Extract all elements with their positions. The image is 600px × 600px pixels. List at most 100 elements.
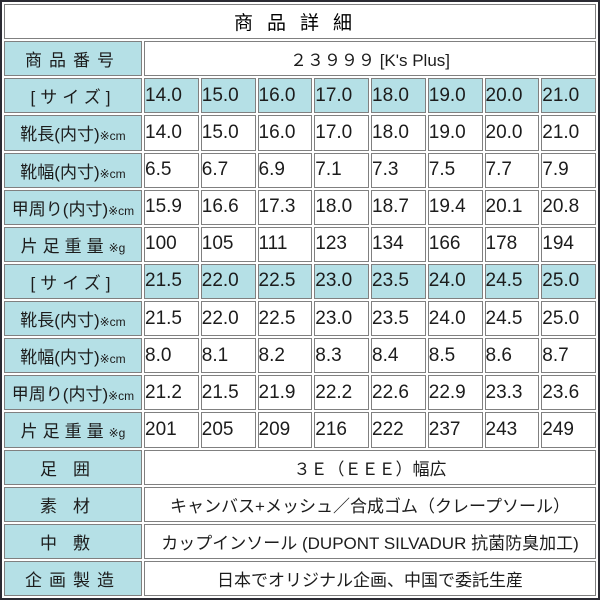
spec-value-cell: 8.0 — [144, 338, 199, 374]
spec-value-cell: 23.3 — [484, 375, 540, 411]
spec-value-cell: 16.0 — [257, 115, 313, 151]
product-number-label: 商品番号 — [4, 41, 142, 77]
spec-value-cell: 21.5 — [200, 375, 256, 411]
spec-value-cell: 23.5 — [371, 301, 426, 337]
size-cell: 24.0 — [427, 263, 483, 299]
spec-value-cell: 21.0 — [541, 115, 596, 151]
spec-value-cell: 111 — [257, 226, 313, 262]
spec-value-cell: 123 — [314, 226, 369, 262]
spec-value-cell: 100 — [144, 226, 199, 262]
spec-value-cell: 25.0 — [541, 301, 596, 337]
spec-value-cell: 7.9 — [541, 152, 596, 188]
info-value: 日本でオリジナル企画、中国で委託生産 — [144, 560, 596, 596]
spec-label: 靴幅(内寸) — [20, 348, 100, 368]
size-cell: 21.0 — [541, 78, 596, 114]
spec-value-cell: 134 — [371, 226, 426, 262]
spec-value-cell: 20.0 — [484, 115, 540, 151]
spec-value-cell: 18.0 — [314, 189, 369, 225]
spec-value-cell: 249 — [541, 412, 596, 448]
spec-value-cell: 7.5 — [427, 152, 483, 188]
size-cell: 21.5 — [144, 263, 199, 299]
info-label: 素材 — [4, 486, 142, 522]
spec-value-cell: 23.6 — [541, 375, 596, 411]
spec-unit: ※cm — [108, 389, 135, 404]
spec-label: 甲周り(内寸) — [11, 385, 109, 405]
spec-value-cell: 8.5 — [427, 338, 483, 374]
size-cell: 23.5 — [371, 263, 426, 299]
info-label: 企画製造 — [4, 560, 142, 596]
spec-value-cell: 22.0 — [200, 301, 256, 337]
spec-value-cell: 17.3 — [257, 189, 313, 225]
spec-value-cell: 19.4 — [427, 189, 483, 225]
spec-unit: ※g — [108, 426, 126, 441]
spec-value-cell: 105 — [200, 226, 256, 262]
size-cell: 15.0 — [200, 78, 256, 114]
spec-value-cell: 21.2 — [144, 375, 199, 411]
info-row-material: 素材 キャンバス+メッシュ／合成ゴム（クレープソール） — [4, 486, 596, 522]
spec-unit: ※cm — [108, 203, 135, 218]
spec-value-cell: 22.2 — [314, 375, 369, 411]
spec-label-cell: 甲周り(内寸)※cm — [4, 375, 142, 411]
spec-unit: ※cm — [99, 352, 126, 367]
spec-value-cell: 8.2 — [257, 338, 313, 374]
spec-unit: ※g — [108, 240, 126, 255]
info-row-foot-girth: 足囲 ３Ｅ（ＥＥＥ）幅広 — [4, 449, 596, 485]
spec-label-cell: 甲周り(内寸)※cm — [4, 189, 142, 225]
spec-value-cell: 8.4 — [371, 338, 426, 374]
size-cell: 24.5 — [484, 263, 540, 299]
spec-value-cell: 205 — [200, 412, 256, 448]
spec-value-cell: 8.1 — [200, 338, 256, 374]
spec-value-cell: 18.7 — [371, 189, 426, 225]
spec-value-cell: 8.7 — [541, 338, 596, 374]
spec-value-cell: 24.0 — [427, 301, 483, 337]
size-cell: 16.0 — [257, 78, 313, 114]
spec-row-instep-girth: 甲周り(内寸)※cm 21.2 21.5 21.9 22.2 22.6 22.9… — [4, 375, 596, 411]
info-row-insole: 中敷 カップインソール (DUPONT SILVADUR 抗菌防臭加工) — [4, 523, 596, 559]
size-cell: 20.0 — [484, 78, 540, 114]
table-title: 商品詳細 — [4, 4, 596, 40]
spec-label-cell: 片足重量※g — [4, 226, 142, 262]
spec-value-cell: 15.9 — [144, 189, 199, 225]
spec-row-shoe-length: 靴長(内寸)※cm 21.5 22.0 22.5 23.0 23.5 24.0 … — [4, 301, 596, 337]
spec-value-cell: 7.1 — [314, 152, 369, 188]
spec-label-cell: 靴長(内寸)※cm — [4, 115, 142, 151]
size-cell: 17.0 — [314, 78, 369, 114]
info-value: キャンバス+メッシュ／合成ゴム（クレープソール） — [144, 486, 596, 522]
spec-value-cell: 22.9 — [427, 375, 483, 411]
spec-row-weight: 片足重量※g 201 205 209 216 222 237 243 249 — [4, 412, 596, 448]
spec-value-cell: 21.9 — [257, 375, 313, 411]
size-cell: 18.0 — [371, 78, 426, 114]
spec-value-cell: 21.5 — [144, 301, 199, 337]
spec-unit: ※cm — [99, 166, 126, 181]
spec-unit: ※cm — [99, 315, 126, 330]
spec-label-cell: 片足重量※g — [4, 412, 142, 448]
size-row-label: [サイズ] — [4, 263, 142, 299]
spec-value-cell: 216 — [314, 412, 369, 448]
spec-value-cell: 6.9 — [257, 152, 313, 188]
size-header-row: [サイズ] 14.0 15.0 16.0 17.0 18.0 19.0 20.0… — [4, 78, 596, 114]
spec-value-cell: 24.5 — [484, 301, 540, 337]
spec-value-cell: 7.3 — [371, 152, 426, 188]
spec-row-shoe-width: 靴幅(内寸)※cm 8.0 8.1 8.2 8.3 8.4 8.5 8.6 8.… — [4, 338, 596, 374]
spec-row-shoe-width: 靴幅(内寸)※cm 6.5 6.7 6.9 7.1 7.3 7.5 7.7 7.… — [4, 152, 596, 188]
product-number-value: ２３９９９ [K's Plus] — [144, 41, 596, 77]
spec-row-instep-girth: 甲周り(内寸)※cm 15.9 16.6 17.3 18.0 18.7 19.4… — [4, 189, 596, 225]
spec-value-cell: 15.0 — [200, 115, 256, 151]
size-cell: 19.0 — [427, 78, 483, 114]
spec-row-weight: 片足重量※g 100 105 111 123 134 166 178 194 — [4, 226, 596, 262]
spec-value-cell: 19.0 — [427, 115, 483, 151]
info-row-manufacturing: 企画製造 日本でオリジナル企画、中国で委託生産 — [4, 560, 596, 596]
spec-unit: ※cm — [99, 129, 126, 144]
spec-value-cell: 237 — [427, 412, 483, 448]
spec-value-cell: 20.1 — [484, 189, 540, 225]
spec-label: 靴幅(内寸) — [20, 162, 100, 182]
spec-value-cell: 209 — [257, 412, 313, 448]
spec-value-cell: 6.5 — [144, 152, 199, 188]
spec-value-cell: 7.7 — [484, 152, 540, 188]
spec-label-cell: 靴幅(内寸)※cm — [4, 152, 142, 188]
spec-label: 甲周り(内寸) — [11, 199, 109, 219]
info-label: 足囲 — [4, 449, 142, 485]
spec-label: 靴長(内寸) — [20, 125, 100, 145]
spec-value-cell: 14.0 — [144, 115, 199, 151]
